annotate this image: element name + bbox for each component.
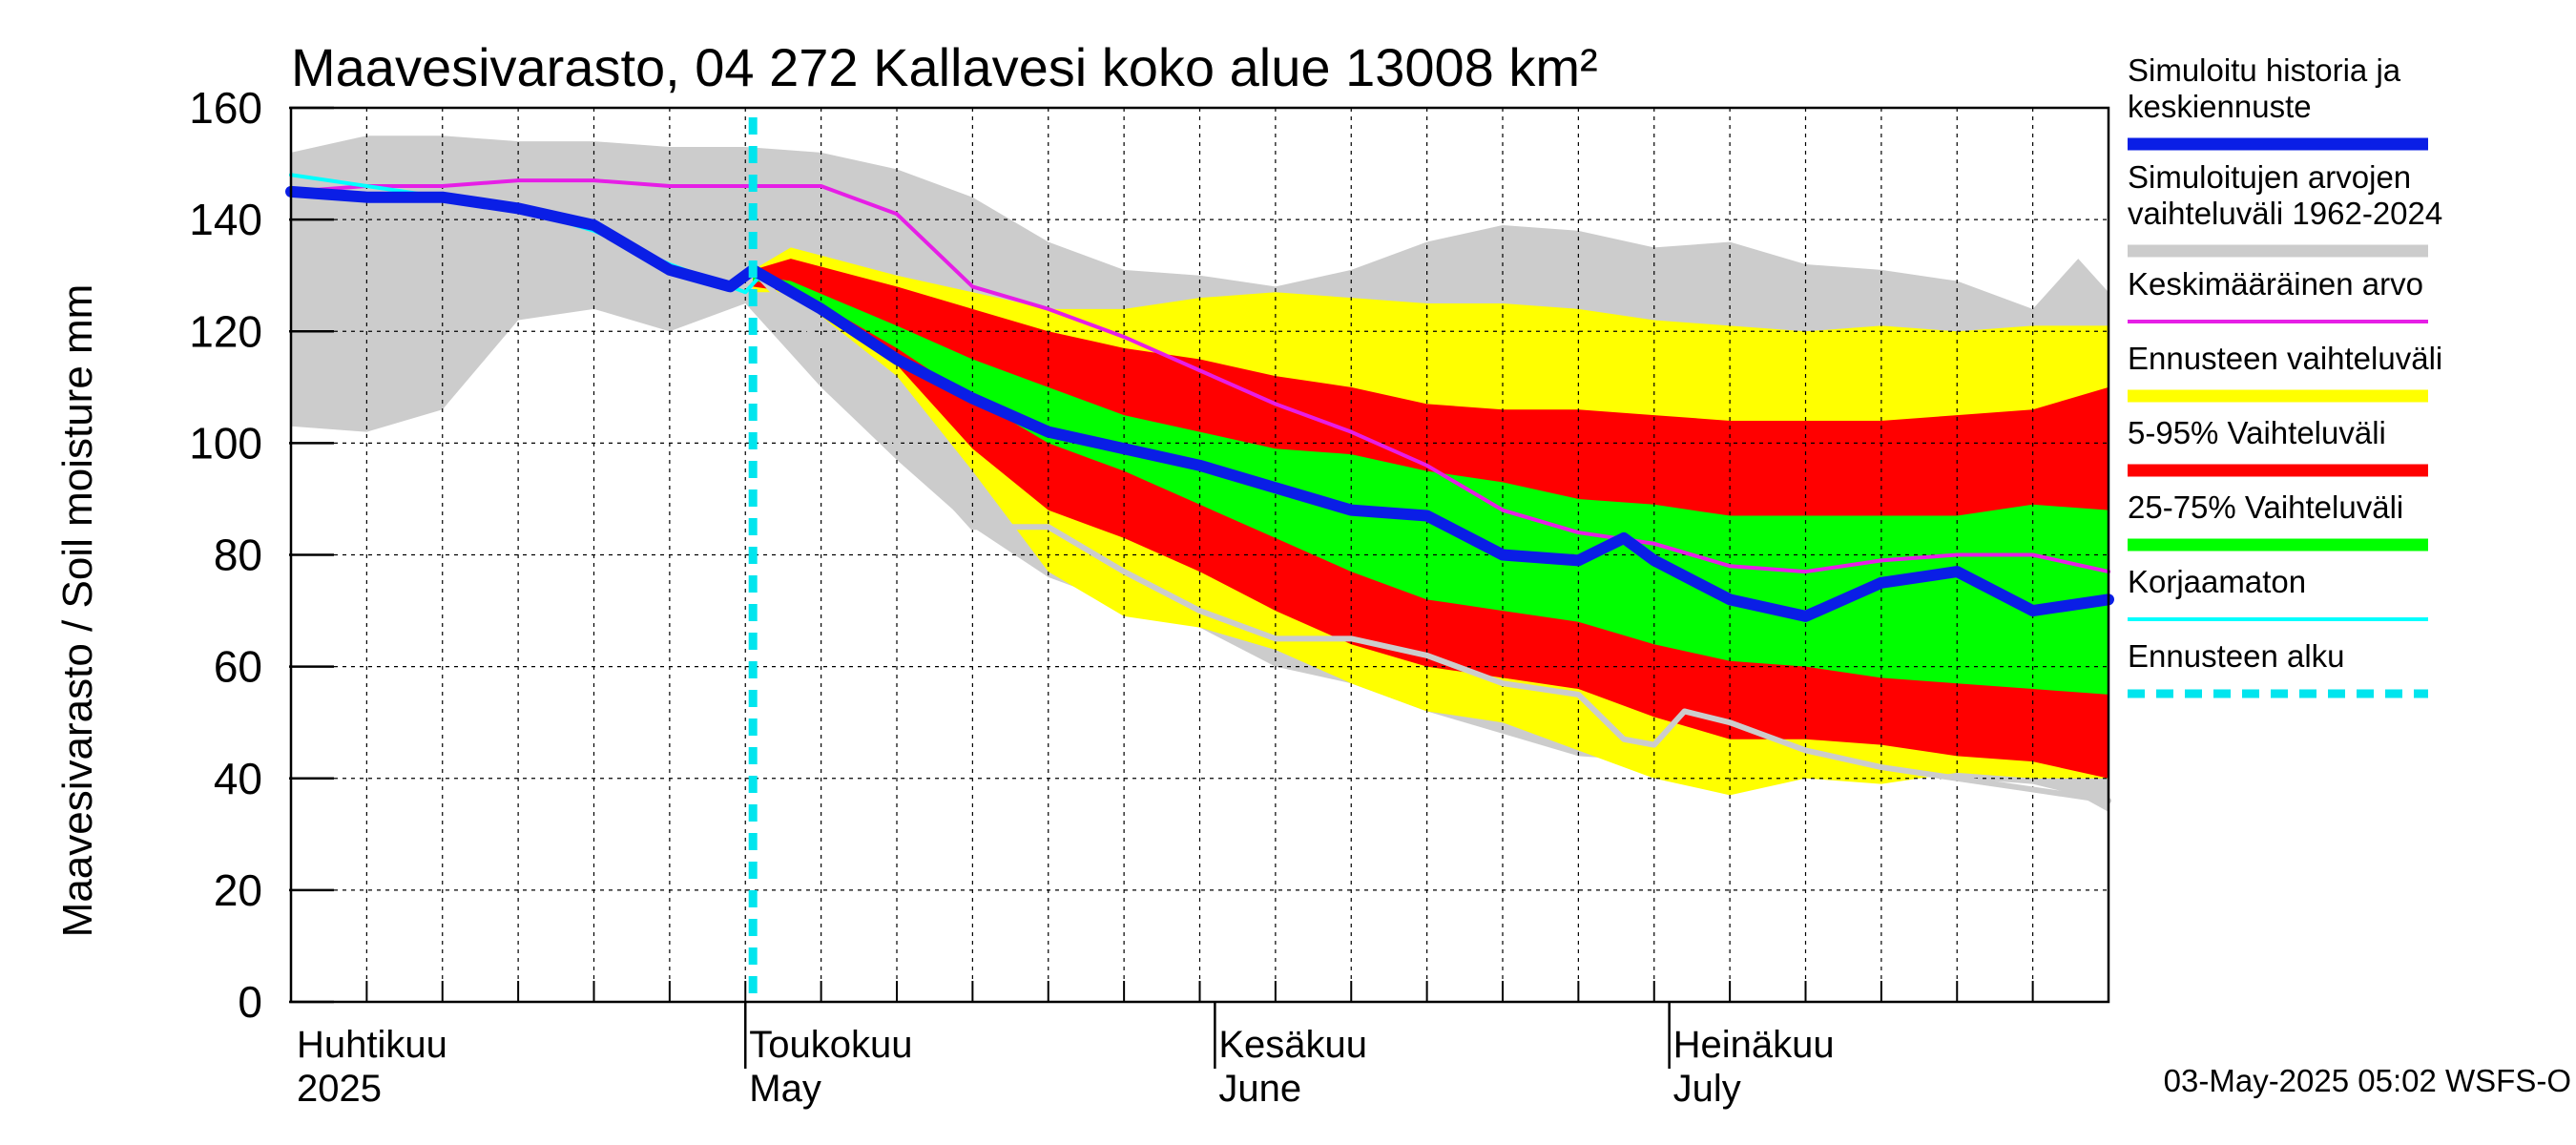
grid — [291, 108, 2109, 1002]
footer-timestamp: 03-May-2025 05:02 WSFS-O — [2164, 1063, 2571, 1098]
legend-25-75-vaihteluvali-text-1: 25-75% Vaihteluväli — [2128, 489, 2403, 525]
y-tick-label-0: 0 — [238, 977, 262, 1027]
band-25-75-vaihteluvali — [753, 275, 2109, 695]
month-sublabel-may: May — [749, 1068, 821, 1110]
month-sublabel-june: June — [1218, 1068, 1301, 1110]
y-tick-label-20: 20 — [214, 865, 262, 915]
y-tick-label-160: 160 — [189, 83, 262, 133]
legend-simuloitu-historia-ja-keskiennuste-text-2: keskiennuste — [2128, 89, 2312, 124]
plot-lines — [285, 117, 2114, 1002]
legend-korjaamaton-text-1: Korjaamaton — [2128, 564, 2306, 599]
legend-5-95-vaihteluvali-text-1: 5-95% Vaihteluväli — [2128, 415, 2386, 450]
legend-ennusteen-alku-text-1: Ennusteen alku — [2128, 638, 2345, 674]
y-tick-label-80: 80 — [214, 531, 262, 580]
month-sublabel-2025: 2025 — [297, 1068, 382, 1110]
legend-simuloitu-historia-ja-keskiennuste-text-1: Simuloitu historia ja — [2128, 52, 2401, 88]
line-simuloitu-historia-ja-keskiennuste — [285, 185, 2114, 622]
y-tick-label-120: 120 — [189, 306, 262, 356]
legend-keskimaarainen-arvo-text-1: Keskimääräinen arvo — [2128, 266, 2423, 302]
legend-simuloitujen-arvojen-vaihteluvali-1962-2024-text-2: vaihteluväli 1962-2024 — [2128, 196, 2442, 231]
y-tick-label-100: 100 — [189, 418, 262, 468]
chart-title: Maavesivarasto, 04 272 Kallavesi koko al… — [291, 37, 1598, 97]
y-tick-label-60: 60 — [214, 642, 262, 692]
legend-ennusteen-vaihteluvali-text-1: Ennusteen vaihteluväli — [2128, 341, 2442, 376]
y-tick-label-40: 40 — [214, 754, 262, 803]
month-label-toukokuu: Toukokuu — [749, 1024, 912, 1066]
line-simuloitu-historia-ja-keskiennuste-vertailu — [750, 266, 2111, 804]
month-label-heinakuu: Heinäkuu — [1673, 1024, 1835, 1066]
month-label-huhtikuu: Huhtikuu — [297, 1024, 447, 1066]
y-tick-label-140: 140 — [189, 195, 262, 244]
y-axis-ticks: 0 20 40 60 80 100 120 140 160 — [189, 83, 334, 1027]
month-label-kesakuu: Kesäkuu — [1218, 1024, 1367, 1066]
line-keskimaarainen-arvo — [289, 178, 2110, 574]
month-sublabel-july: July — [1673, 1068, 1741, 1110]
legend-simuloitujen-arvojen-vaihteluvali-1962-2024-text-1: Simuloitujen arvojen — [2128, 159, 2411, 195]
y-axis-label: Maavesivarasto / Soil moisture mm — [54, 284, 101, 938]
